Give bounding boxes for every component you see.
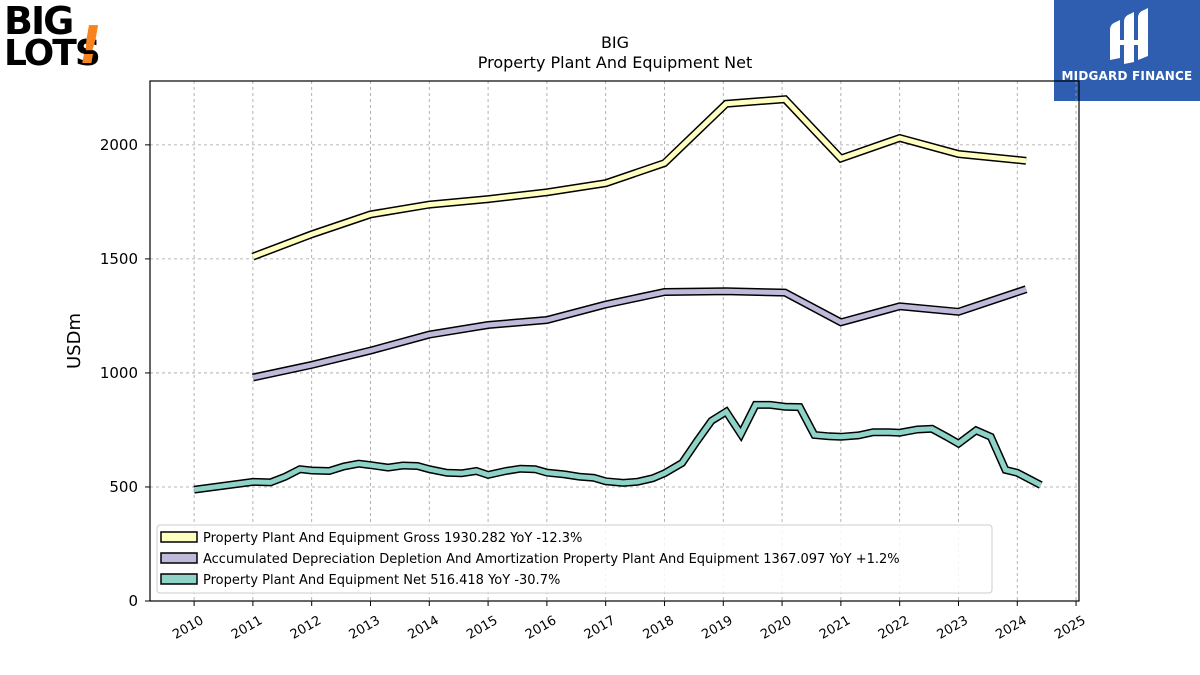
chart-subtitle: Property Plant And Equipment Net xyxy=(478,53,753,72)
x-tick-label: 2017 xyxy=(582,613,618,643)
y-axis-label: USDm xyxy=(64,313,85,369)
midgard-monogram-icon xyxy=(1110,8,1148,64)
plot-frame xyxy=(149,80,1080,602)
x-tick-label: 2012 xyxy=(288,613,324,643)
y-tick-label: 2000 xyxy=(100,136,138,154)
legend-swatch xyxy=(160,531,198,543)
legend-box xyxy=(156,524,993,594)
y-tick-label: 0 xyxy=(128,592,138,610)
series-layer xyxy=(193,95,1043,494)
x-tick-label: 2013 xyxy=(347,613,383,643)
chart-title: BIG xyxy=(601,33,629,52)
legend-entry: Accumulated Depreciation Depletion And A… xyxy=(203,552,900,567)
big-lots-logo-line2: LOTS xyxy=(4,33,101,74)
x-tick-label: 2015 xyxy=(464,613,500,643)
midgard-finance-name: MIDGARD FINANCE xyxy=(1061,69,1193,83)
x-tick-label: 2016 xyxy=(523,613,559,643)
legend-entry: Property Plant And Equipment Gross 1930.… xyxy=(203,531,582,546)
x-tick-label: 2018 xyxy=(641,613,677,643)
x-tick-label: 2025 xyxy=(1052,613,1088,643)
y-tick-label: 500 xyxy=(109,478,138,496)
x-tick-label: 2023 xyxy=(935,613,971,643)
series-line-2 xyxy=(193,402,1042,493)
grid xyxy=(150,81,1079,602)
midgard-finance-logo: MIDGARD FINANCE xyxy=(1054,0,1200,101)
x-tick-label: 2014 xyxy=(405,613,441,643)
x-tick-label: 2022 xyxy=(876,613,912,643)
x-tick-label: 2020 xyxy=(758,613,794,643)
y-tick-label: 1000 xyxy=(100,364,138,382)
series-line-1 xyxy=(252,286,1027,380)
x-tick-label: 2019 xyxy=(699,613,735,643)
x-tick-label: 2024 xyxy=(993,613,1029,643)
x-tick-label: 2011 xyxy=(229,613,265,643)
x-tick-label: 2021 xyxy=(817,613,853,643)
x-tick-label: 2010 xyxy=(170,613,206,643)
legend-entry: Property Plant And Equipment Net 516.418… xyxy=(203,573,560,588)
legend: Property Plant And Equipment Gross 1930.… xyxy=(156,524,993,594)
series-outline-0 xyxy=(251,95,1027,261)
series-outline-2 xyxy=(193,400,1043,494)
big-lots-logo-line1: BIG xyxy=(4,0,74,43)
series-line-0 xyxy=(252,96,1027,259)
y-tick-label: 1500 xyxy=(100,250,138,268)
series-outline-1 xyxy=(252,285,1028,382)
legend-swatch xyxy=(160,573,198,585)
legend-swatch xyxy=(160,552,198,564)
big-lots-logo: BIG LOTS ! xyxy=(2,0,107,76)
